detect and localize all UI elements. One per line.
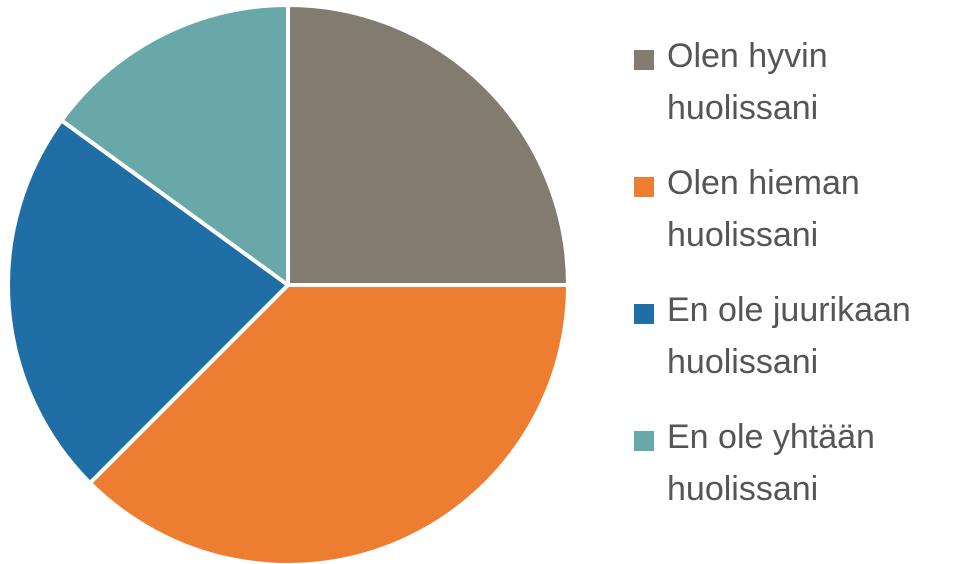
legend-label: En ole juurikaan huolissani [667,291,911,381]
legend-label: En ole yhtään huolissani [667,418,875,508]
legend-label: Olen hieman huolissani [667,164,860,254]
pie-slice [6,118,290,485]
legend-item: Olen hyvin huolissani [632,30,959,157]
pie-slice [88,283,570,564]
legend-item: En ole juurikaan huolissani [632,284,959,411]
pie [6,3,570,564]
legend-swatch [634,50,654,70]
pie-slice [286,3,570,287]
legend-item: Olen hieman huolissani [632,157,959,284]
legend-label: Olen hyvin huolissani [667,37,828,127]
legend-swatch [634,304,654,324]
pie-slice [59,3,290,287]
legend-item: En ole yhtään huolissani [632,411,959,538]
legend-swatch [634,431,654,451]
legend: Olen hyvin huolissani Olen hieman huoliss… [632,30,959,538]
legend-swatch [634,177,654,197]
